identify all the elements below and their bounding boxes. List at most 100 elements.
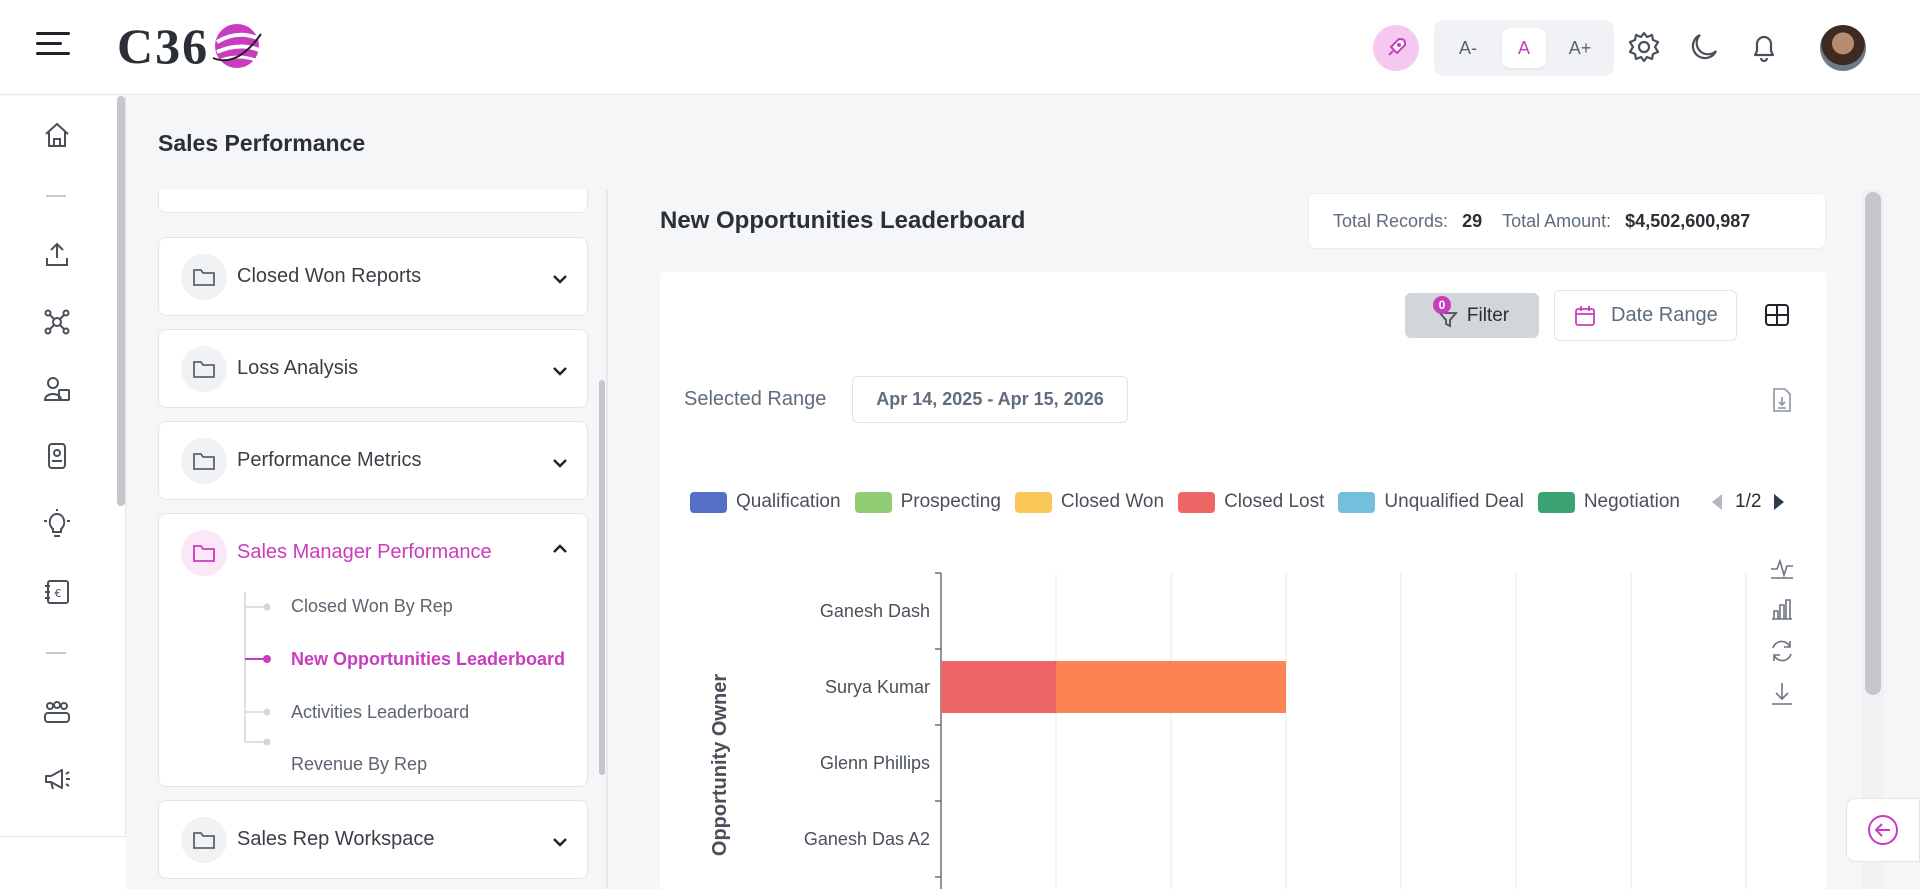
folder-label: Closed Won Reports bbox=[237, 265, 422, 287]
rail-scrollbar[interactable] bbox=[117, 96, 125, 506]
page-title: Sales Performance bbox=[158, 130, 366, 156]
folder-icon bbox=[181, 346, 227, 392]
globe-logo-icon bbox=[212, 24, 262, 68]
chevron-down-icon[interactable] bbox=[551, 454, 569, 472]
chevron-down-icon[interactable] bbox=[551, 270, 569, 288]
filter-count-badge: 0 bbox=[1433, 296, 1451, 314]
folder-loss-analysis[interactable]: Loss Analysis bbox=[158, 329, 588, 408]
chevron-down-icon[interactable] bbox=[551, 833, 569, 851]
team-icon[interactable] bbox=[42, 697, 72, 727]
legend-swatch bbox=[690, 491, 727, 513]
menu-icon[interactable] bbox=[36, 32, 70, 60]
avatar[interactable] bbox=[1820, 25, 1866, 71]
tree-connector bbox=[244, 592, 271, 746]
legend-item[interactable]: Unqualified Deal bbox=[1338, 491, 1524, 513]
rail-footer bbox=[0, 836, 126, 889]
folder-label: Sales Rep Workspace bbox=[237, 828, 435, 850]
report-link-closed-won-by-rep[interactable]: Closed Won By Rep bbox=[291, 596, 453, 616]
y-tick-label: Ganesh Das A2 bbox=[804, 829, 930, 849]
collapse-panel-button[interactable] bbox=[1846, 798, 1920, 862]
legend-page-indicator: 1/2 bbox=[1735, 491, 1762, 512]
folder-closed-won-reports[interactable]: Closed Won Reports bbox=[158, 237, 588, 316]
folder-label: Loss Analysis bbox=[237, 357, 359, 379]
legend-item[interactable]: Qualification bbox=[690, 491, 841, 513]
gear-icon[interactable] bbox=[1626, 29, 1662, 65]
filter-button[interactable]: Filter bbox=[1405, 293, 1539, 338]
legend-item[interactable]: Closed Won bbox=[1014, 491, 1165, 513]
font-increase-button[interactable]: A+ bbox=[1568, 37, 1592, 58]
megaphone-icon[interactable] bbox=[42, 764, 72, 794]
font-size-group: A- A A+ bbox=[1434, 20, 1614, 76]
filter-icon bbox=[1437, 311, 1458, 327]
chart-legend: Qualification Prospecting Closed Won Closed… bbox=[690, 489, 1694, 515]
line-chart-icon[interactable] bbox=[1768, 553, 1796, 581]
refresh-icon[interactable] bbox=[1768, 637, 1796, 665]
chart-card bbox=[660, 272, 1826, 889]
id-badge-icon[interactable] bbox=[42, 441, 72, 471]
folder-panel-scrollbar[interactable] bbox=[599, 380, 605, 775]
legend-item[interactable]: Closed Lost bbox=[1178, 491, 1324, 513]
date-range-button[interactable]: Date Range bbox=[1554, 290, 1737, 341]
legend-item[interactable]: Prospecting bbox=[854, 491, 1001, 513]
filter-label: Filter bbox=[1466, 304, 1510, 326]
folder-sales-rep-workspace[interactable]: Sales Rep Workspace bbox=[158, 800, 588, 879]
legend-label: Prospecting bbox=[900, 491, 1001, 512]
chevron-down-icon[interactable] bbox=[551, 362, 569, 380]
upload-icon[interactable] bbox=[42, 240, 72, 270]
svg-text:€: € bbox=[55, 587, 62, 600]
moon-icon[interactable] bbox=[1686, 29, 1722, 65]
folder-card-partial[interactable] bbox=[158, 190, 588, 213]
y-tick-label: Glenn Phillips bbox=[820, 753, 930, 773]
content-scrollbar[interactable] bbox=[1865, 192, 1881, 695]
left-rail bbox=[0, 96, 126, 889]
y-tick-label: Surya Kumar bbox=[825, 677, 930, 697]
folder-icon bbox=[181, 438, 227, 484]
leaderboard-chart: Ganesh Dash Surya Kumar Glenn Phillips Gane… bbox=[709, 572, 1747, 889]
legend-label: Unqualified Deal bbox=[1384, 491, 1524, 512]
report-link-new-opportunities-leaderboard[interactable]: New Opportunities Leaderboard bbox=[291, 649, 566, 669]
legend-swatch bbox=[1537, 491, 1575, 513]
total-records-label: Total Records: bbox=[1333, 210, 1449, 231]
y-axis-title: Opportunity Owner bbox=[709, 674, 731, 856]
network-icon[interactable] bbox=[42, 307, 72, 337]
total-amount-value: $4,502,600,987 bbox=[1625, 210, 1751, 231]
chevron-up-icon[interactable] bbox=[551, 540, 569, 558]
home-icon[interactable] bbox=[42, 120, 72, 150]
font-normal-button[interactable]: A bbox=[1502, 28, 1546, 68]
lightbulb-icon[interactable] bbox=[42, 509, 72, 539]
font-decrease-button[interactable]: A- bbox=[1459, 37, 1477, 58]
report-link-activities-leaderboard[interactable]: Activities Leaderboard bbox=[291, 702, 470, 722]
folder-performance-metrics[interactable]: Performance Metrics bbox=[158, 421, 588, 500]
folder-label: Performance Metrics bbox=[237, 449, 422, 471]
legend-item[interactable]: Negotiation bbox=[1537, 491, 1680, 513]
total-records-value: 29 bbox=[1462, 210, 1483, 231]
report-link-revenue-by-rep[interactable]: Revenue By Rep bbox=[291, 754, 428, 774]
rocket-icon[interactable] bbox=[1373, 25, 1419, 71]
folder-icon bbox=[181, 817, 227, 863]
top-bar: C36 A- A A+ bbox=[0, 0, 1920, 95]
folder-icon bbox=[181, 254, 227, 300]
arrow-left-circle-icon bbox=[1868, 815, 1898, 845]
bell-icon[interactable] bbox=[1746, 29, 1782, 65]
rail-divider bbox=[46, 195, 66, 197]
legend-label: Closed Won bbox=[1060, 491, 1165, 512]
table-view-icon[interactable] bbox=[1764, 302, 1790, 328]
bar-chart-icon[interactable] bbox=[1768, 595, 1796, 623]
legend-swatch bbox=[1338, 491, 1376, 513]
export-document-icon[interactable] bbox=[1771, 387, 1793, 413]
legend-swatch bbox=[1014, 491, 1052, 513]
ledger-icon[interactable]: € bbox=[42, 577, 72, 607]
bar-segment bbox=[1056, 661, 1286, 713]
legend-prev-icon[interactable] bbox=[1709, 491, 1725, 513]
folder-sales-manager-performance[interactable]: Sales Manager Performance Closed Won By … bbox=[158, 513, 588, 787]
legend-next-icon[interactable] bbox=[1771, 491, 1787, 513]
user-contact-icon[interactable] bbox=[42, 374, 72, 404]
logo[interactable]: C36 bbox=[117, 18, 263, 74]
legend-label: Negotiation bbox=[1583, 491, 1680, 512]
panel-divider bbox=[606, 190, 608, 889]
report-title: New Opportunities Leaderboard bbox=[660, 207, 1026, 234]
download-icon[interactable] bbox=[1768, 680, 1796, 708]
selected-range-value[interactable]: Apr 14, 2025 - Apr 15, 2026 bbox=[852, 376, 1128, 423]
date-range-label: Date Range bbox=[1611, 304, 1718, 326]
bar-segment bbox=[941, 661, 1056, 713]
